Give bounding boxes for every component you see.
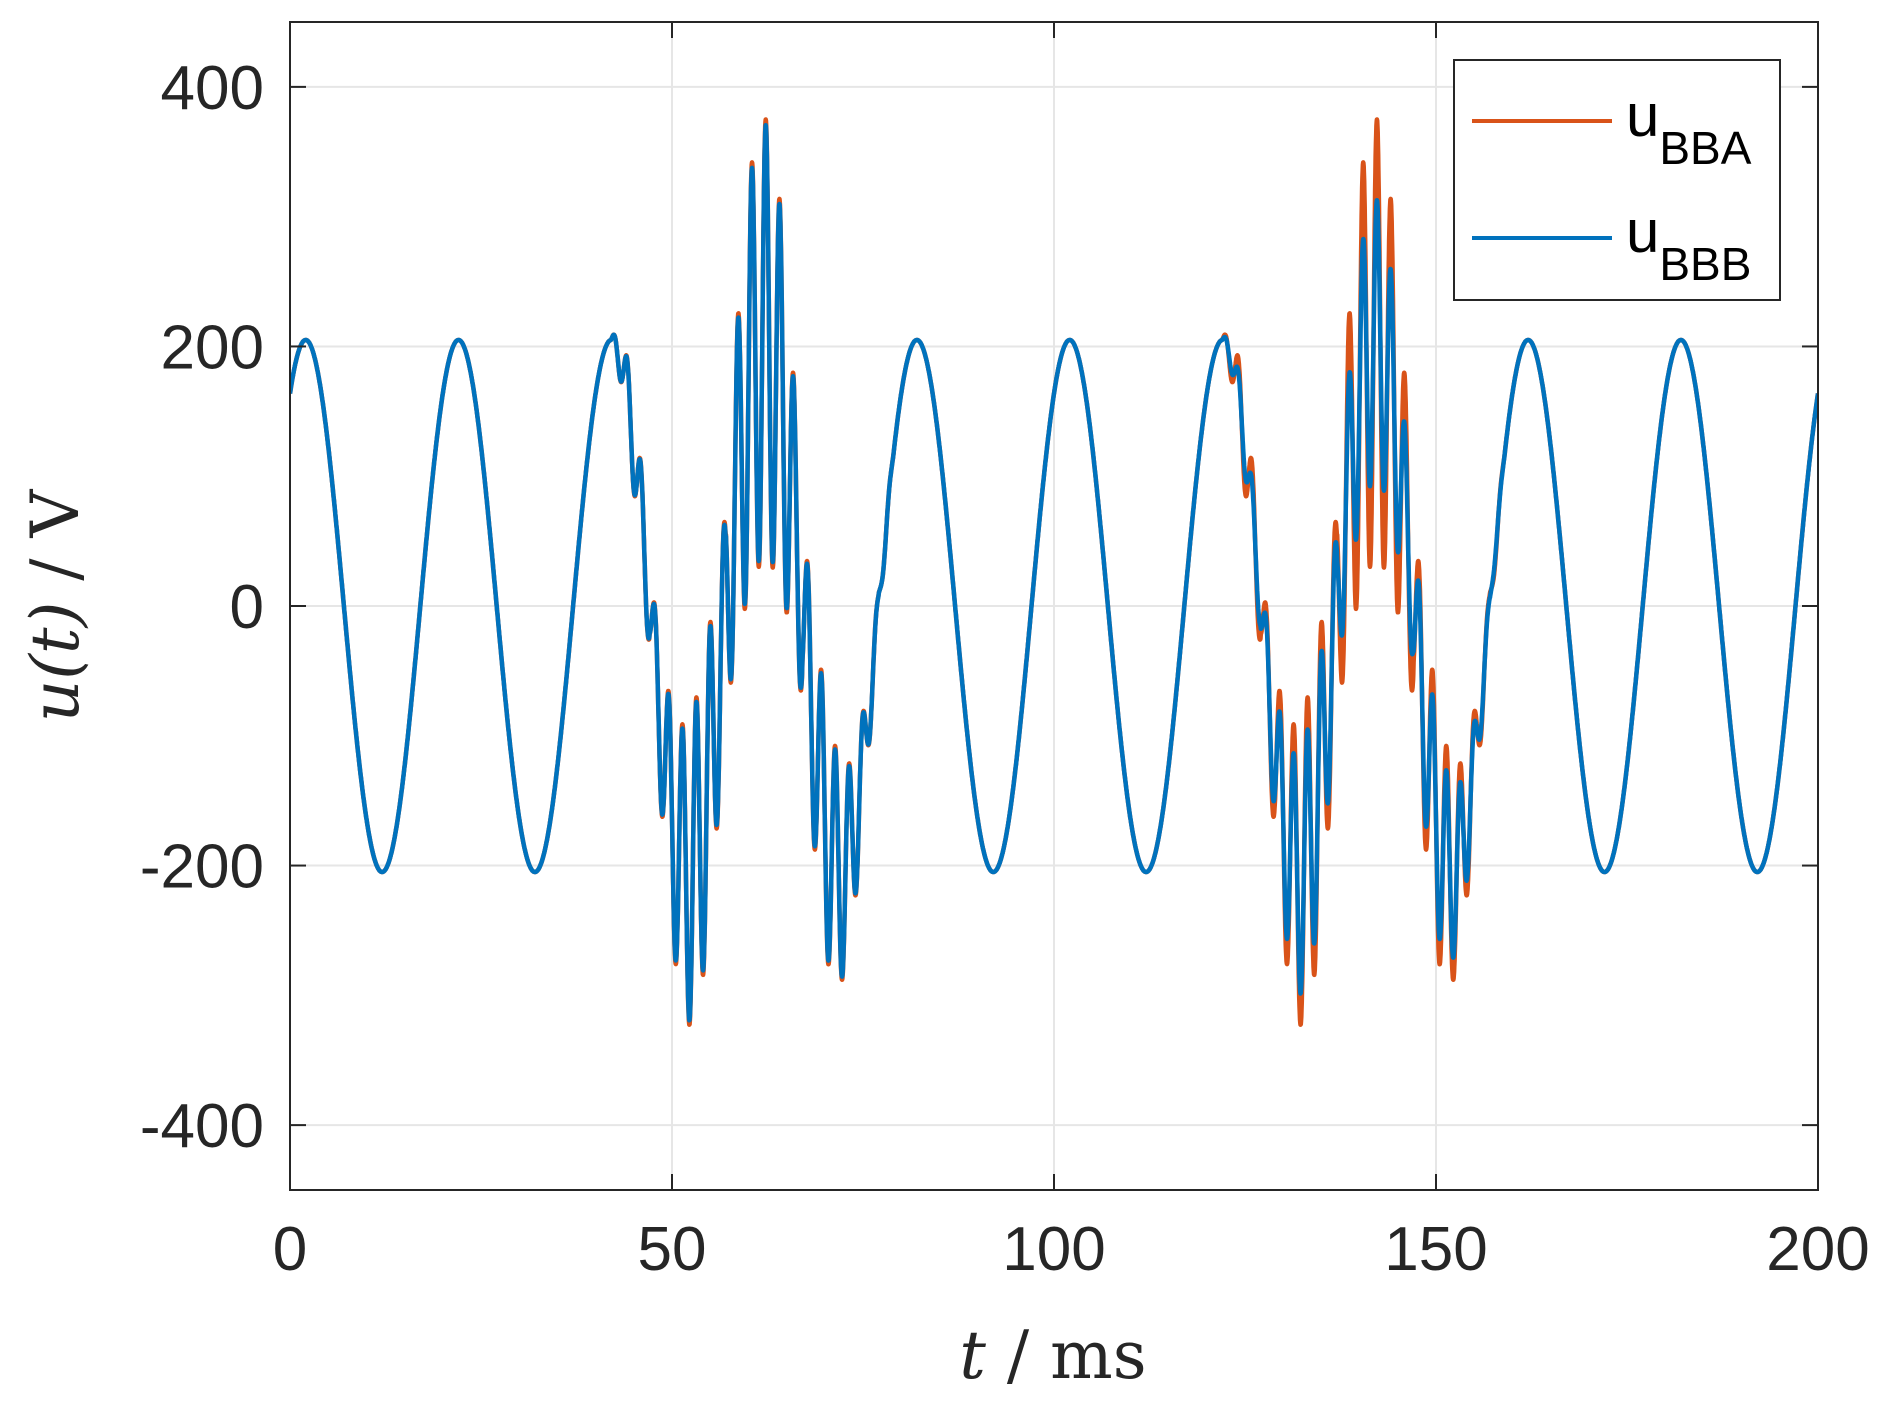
legend-u-bba-sub: BBA	[1659, 122, 1751, 174]
y-axis-function: u(t)	[17, 602, 94, 723]
legend-u-bbb-main: u	[1626, 198, 1659, 265]
x-tick-label: 0	[273, 1215, 307, 1284]
x-axis-separator: /	[986, 1317, 1050, 1394]
x-axis-unit: ms	[1050, 1317, 1146, 1394]
legend: uBBA uBBB	[1453, 59, 1781, 301]
x-axis-variable: t	[959, 1317, 986, 1394]
legend-box	[1453, 59, 1781, 301]
y-tick-label: 200	[161, 313, 264, 382]
series-line-u-bbb	[290, 122, 1818, 1023]
x-tick-label: 200	[1766, 1215, 1869, 1284]
legend-u-bba-main: u	[1626, 82, 1659, 149]
y-tick-label: 400	[161, 54, 264, 123]
y-tick-labels: -400 -200 0 200 400	[140, 54, 264, 1161]
y-axis-separator: /	[17, 537, 94, 601]
y-axis-label: u(t) / V	[17, 488, 94, 722]
legend-label-u-bbb: uBBB	[1626, 198, 1751, 290]
y-tick-label: -200	[140, 833, 264, 902]
x-tick-labels: 0 50 100 150 200	[273, 1215, 1870, 1284]
x-axis-label: t / ms	[959, 1317, 1146, 1394]
series-group	[290, 117, 1818, 1027]
legend-u-bbb-sub: BBB	[1659, 238, 1751, 290]
y-tick-label: -400	[140, 1092, 264, 1161]
x-tick-label: 100	[1002, 1215, 1105, 1284]
y-tick-label: 0	[230, 573, 264, 642]
y-axis-unit: V	[17, 488, 94, 538]
legend-label-u-bba: uBBA	[1626, 82, 1752, 174]
x-tick-label: 150	[1384, 1215, 1487, 1284]
ticks	[289, 22, 1819, 1190]
x-tick-label: 50	[638, 1215, 707, 1284]
